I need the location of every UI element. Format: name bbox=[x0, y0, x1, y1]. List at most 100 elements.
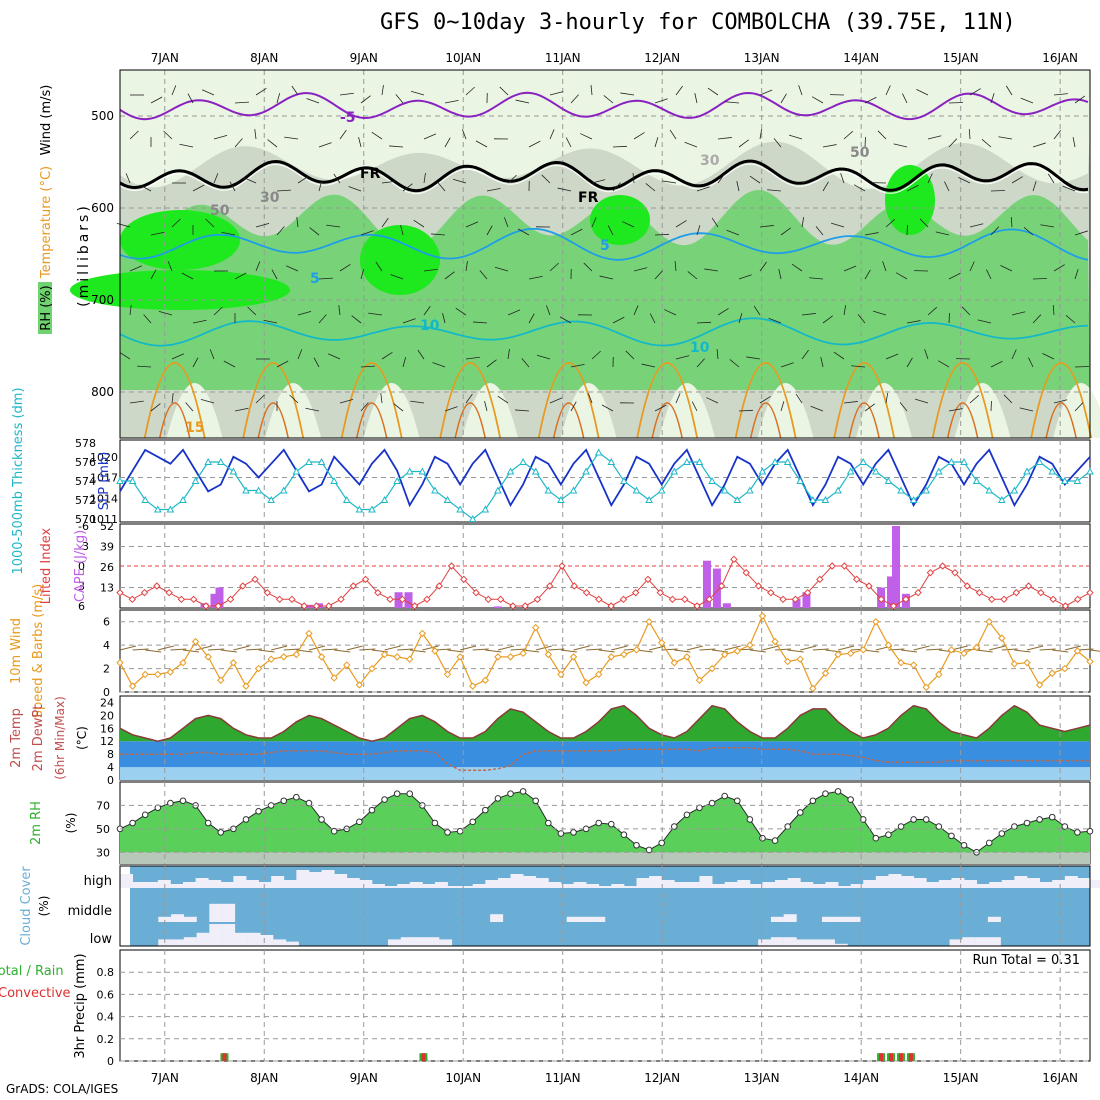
bar-cloud bbox=[737, 880, 751, 888]
point-lifted-index bbox=[705, 595, 714, 604]
wind-barb bbox=[570, 228, 583, 236]
point-lifted-index bbox=[767, 588, 775, 597]
contour-label: 15 bbox=[185, 420, 204, 436]
y-tick-label-rh: 50 bbox=[96, 823, 110, 836]
bar-cloud bbox=[749, 884, 763, 888]
contour-temp-15 bbox=[439, 362, 502, 439]
contour-label: 10 bbox=[690, 340, 710, 356]
y-axis-label-wind10: 10m Wind bbox=[9, 618, 24, 684]
bar-cloud bbox=[409, 882, 423, 888]
contour-label: FR bbox=[360, 166, 381, 182]
wind-barb bbox=[654, 233, 669, 236]
wind-barb bbox=[791, 263, 803, 272]
wind-barb-10m bbox=[157, 645, 174, 651]
bar-cloud bbox=[1077, 878, 1091, 888]
wind-barb bbox=[549, 397, 563, 404]
point-rh bbox=[1061, 823, 1069, 830]
wind-barb bbox=[1047, 173, 1055, 184]
point-lifted-index bbox=[681, 595, 689, 604]
wind-barb bbox=[588, 393, 593, 404]
point-lifted-index bbox=[717, 582, 726, 590]
point-rh bbox=[595, 819, 603, 827]
wind-barb-10m bbox=[661, 648, 678, 651]
point-thickness bbox=[431, 486, 439, 494]
y-tick-label-li: 3 bbox=[78, 580, 85, 593]
point-wind-speed bbox=[393, 653, 401, 661]
point-wind-speed bbox=[456, 653, 464, 661]
date-label-bottom: 8JAN bbox=[250, 1071, 278, 1085]
wind-barb bbox=[687, 271, 698, 280]
wind-barb bbox=[1053, 264, 1065, 272]
bar-cloud bbox=[770, 916, 784, 922]
wind-barb bbox=[986, 269, 992, 280]
bar-precip-convective bbox=[889, 1053, 894, 1061]
bar-precip-convective bbox=[421, 1053, 426, 1061]
wind-barb bbox=[746, 356, 761, 360]
wind-barb bbox=[234, 407, 249, 412]
wind-barb-10m bbox=[787, 649, 804, 653]
wind-barb bbox=[759, 225, 774, 228]
y-tick-label-slp: 1014 bbox=[90, 492, 118, 505]
point-lifted-index bbox=[447, 562, 456, 570]
wind-barb bbox=[927, 135, 942, 140]
bar-cape bbox=[702, 560, 711, 608]
point-rh bbox=[179, 797, 187, 805]
bar-cloud bbox=[183, 916, 197, 922]
point-lifted-index bbox=[1000, 595, 1008, 604]
bar-cloud bbox=[485, 880, 499, 888]
wind-barb-10m bbox=[535, 645, 552, 651]
bar-cloud bbox=[850, 884, 864, 888]
wind-barb bbox=[675, 85, 683, 96]
wind-barb bbox=[885, 393, 889, 404]
bar-cloud bbox=[1064, 876, 1078, 888]
wind-barb-10m bbox=[598, 649, 615, 653]
point-lifted-index bbox=[644, 575, 652, 584]
contour-label: 30 bbox=[700, 153, 720, 169]
point-lifted-index bbox=[816, 575, 824, 584]
wind-barb bbox=[738, 313, 743, 324]
bar-cloud bbox=[384, 886, 398, 888]
bar-cloud bbox=[964, 880, 978, 888]
wind-barb bbox=[497, 395, 509, 404]
point-wind-speed bbox=[431, 647, 439, 655]
bar-precip-convective bbox=[908, 1053, 913, 1061]
wind-barb bbox=[507, 174, 517, 184]
point-rh bbox=[293, 793, 300, 801]
y-tick-label-cape: 39 bbox=[100, 541, 114, 554]
wind-barb bbox=[371, 131, 383, 140]
wind-barb bbox=[1074, 95, 1086, 104]
bar-cloud bbox=[592, 916, 606, 922]
wind-barb bbox=[276, 360, 289, 368]
wind-barb bbox=[504, 217, 509, 228]
wind-barb bbox=[205, 218, 215, 228]
wind-barb bbox=[494, 266, 509, 272]
wind-barb bbox=[339, 263, 351, 272]
wind-barb bbox=[137, 365, 152, 368]
series-thickness bbox=[120, 451, 1091, 520]
wind-barb bbox=[462, 129, 467, 140]
wind-barb bbox=[833, 351, 845, 360]
point-thickness bbox=[783, 457, 792, 465]
wind-barb bbox=[192, 184, 205, 192]
wind-barb bbox=[150, 96, 163, 104]
wind-barb bbox=[707, 87, 719, 96]
wind-barb bbox=[780, 362, 794, 368]
point-lifted-index bbox=[349, 582, 357, 590]
point-thickness bbox=[1086, 467, 1094, 475]
bar-cloud bbox=[623, 886, 637, 888]
wind-barb bbox=[696, 358, 705, 368]
point-thickness bbox=[267, 495, 276, 503]
point-wind-speed bbox=[783, 657, 792, 666]
date-label-bottom: 10JAN bbox=[445, 1071, 481, 1085]
bar-cloud bbox=[308, 872, 322, 888]
point-thickness bbox=[531, 467, 540, 475]
point-thickness bbox=[695, 457, 704, 465]
wind-barb-10m bbox=[1014, 649, 1031, 653]
dew-band-low bbox=[120, 767, 1090, 780]
wind-barb bbox=[517, 228, 530, 236]
bar-cloud bbox=[171, 939, 185, 946]
bar-cape bbox=[494, 606, 503, 608]
wind-barb bbox=[801, 177, 815, 184]
bar-cloud bbox=[371, 884, 385, 888]
wind-barb bbox=[381, 180, 396, 184]
